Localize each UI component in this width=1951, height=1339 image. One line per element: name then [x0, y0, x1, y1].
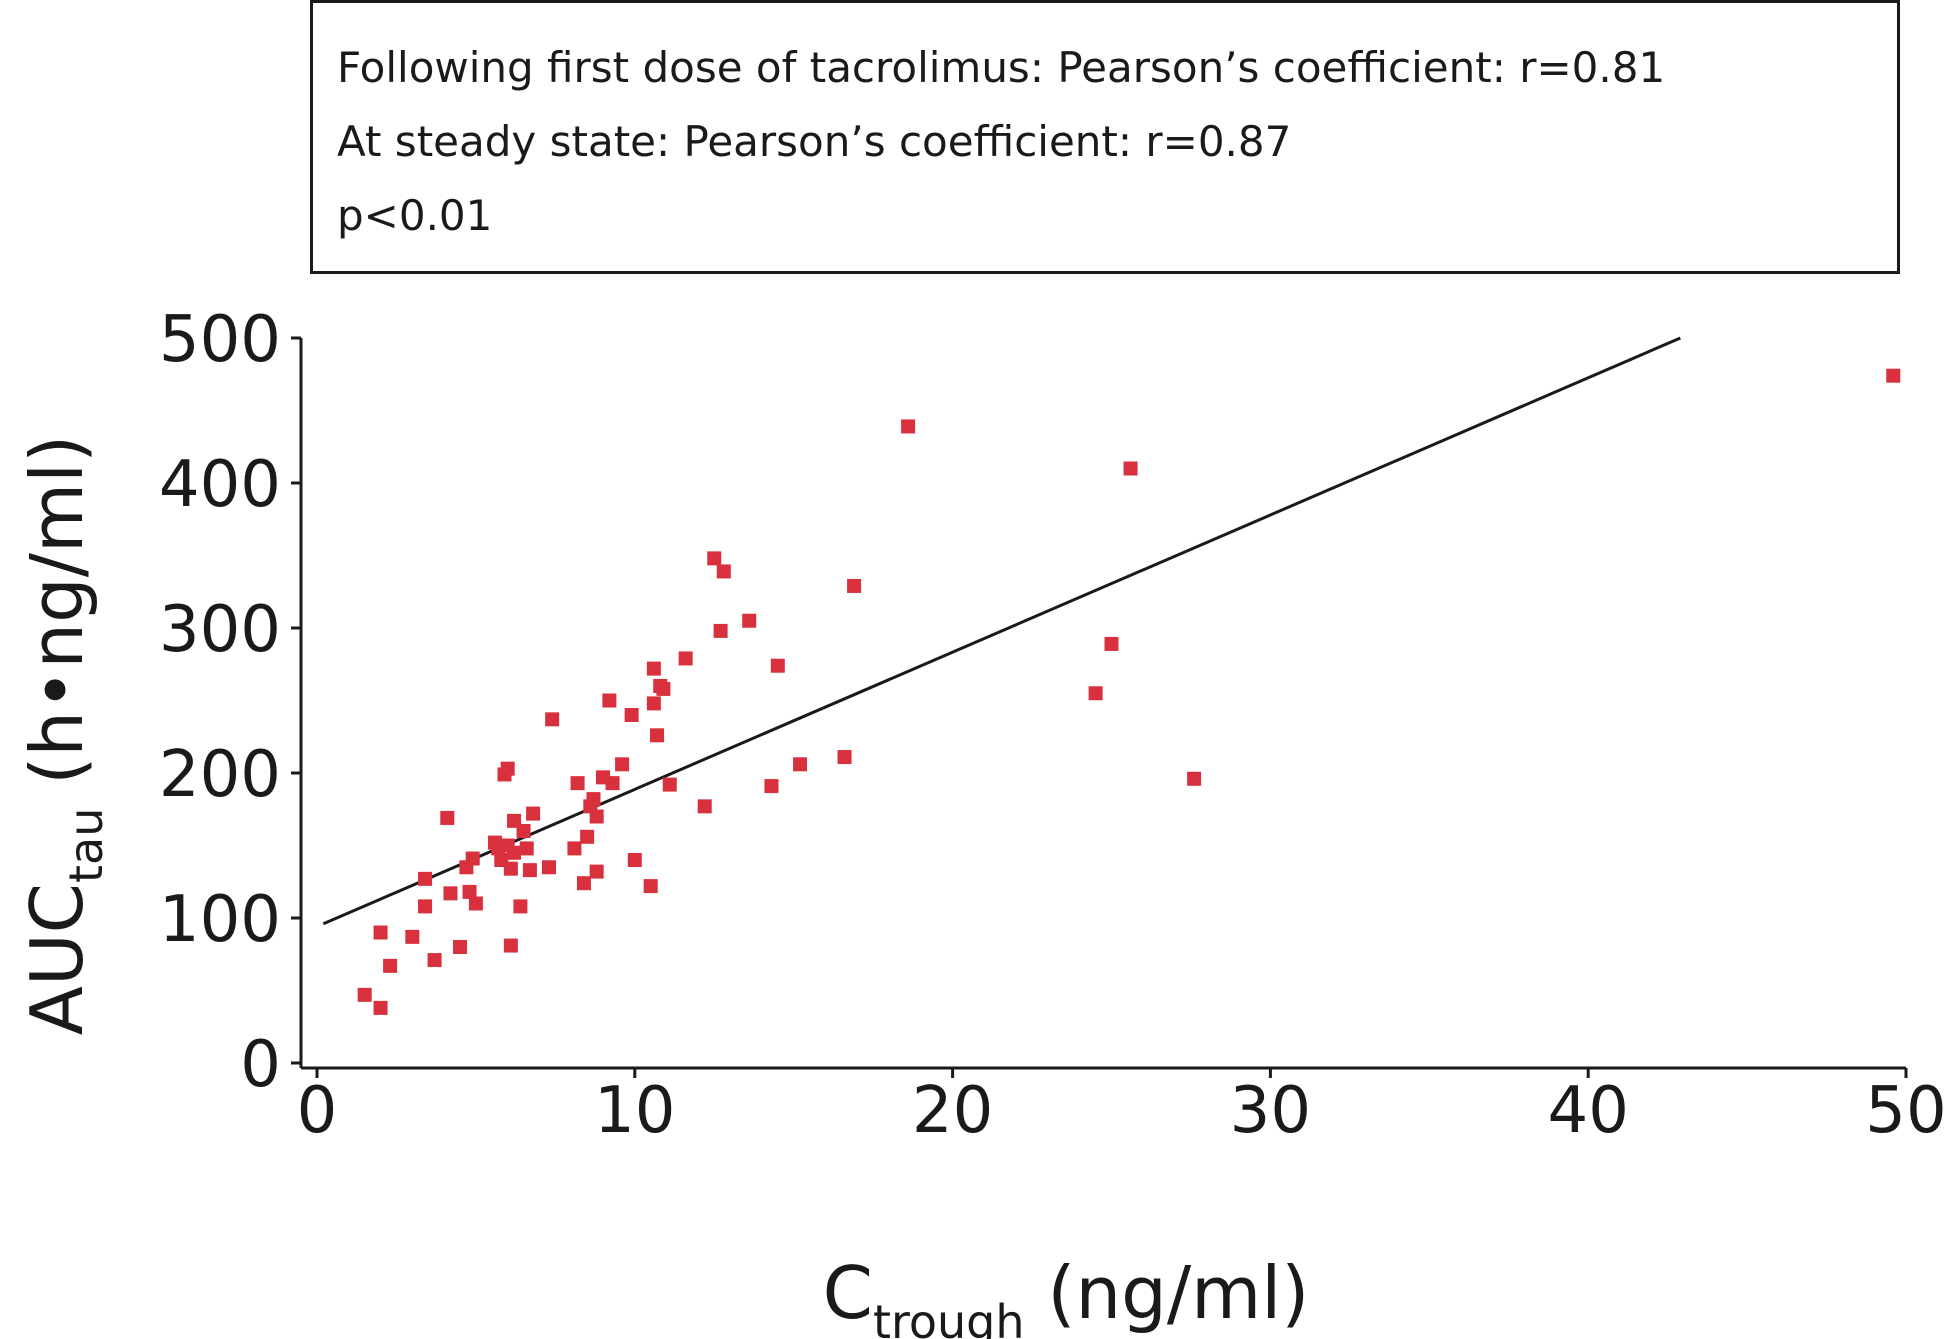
data-point: [418, 871, 433, 886]
data-point: [453, 940, 468, 954]
data-point: [383, 958, 398, 973]
data-point: [624, 708, 639, 722]
data-point: [357, 987, 372, 1002]
data-point: [586, 792, 601, 807]
data-point: [589, 809, 604, 824]
x-tick-label: 50: [1865, 1074, 1946, 1148]
annotation-line-first-dose: Following first dose of tacrolimus: Pear…: [337, 43, 1666, 92]
data-point: [650, 728, 665, 743]
data-point: [580, 829, 595, 844]
data-point: [465, 851, 480, 866]
regression-line-group: [322, 336, 1681, 926]
data-point: [519, 841, 534, 856]
data-point: [1123, 461, 1138, 476]
data-point: [576, 876, 591, 891]
data-point: [405, 929, 420, 944]
x-axis-label: Ctrough (ng/ml): [823, 1251, 1310, 1339]
data-point: [615, 757, 630, 772]
annotation-box: Following first dose of tacrolimus: Pear…: [310, 0, 1900, 274]
data-point: [526, 806, 541, 821]
data-point: [678, 651, 693, 666]
data-point: [627, 853, 642, 867]
y-tick-label: 0: [240, 1028, 281, 1102]
data-point: [545, 712, 560, 727]
data-point: [507, 845, 522, 860]
data-point: [1104, 636, 1119, 651]
data-point: [373, 925, 388, 940]
annotation-line-steady-state: At steady state: Pearson’s coefficient: …: [337, 117, 1292, 166]
x-tick-label: 30: [1230, 1074, 1311, 1148]
x-tick-label: 20: [912, 1074, 993, 1148]
data-point: [589, 864, 604, 879]
data-point: [662, 777, 677, 792]
annotation-line-p-value: p<0.01: [337, 191, 493, 240]
y-tick-label: 300: [159, 593, 281, 667]
data-point: [646, 661, 661, 676]
y-tick-label: 200: [159, 738, 281, 812]
data-point: [643, 879, 658, 894]
data-point: [901, 419, 916, 434]
y-axis-label: AUCtau (h•ng/ml): [15, 435, 113, 1036]
data-point: [503, 938, 518, 953]
data-point: [742, 613, 757, 628]
x-tick-label: 10: [594, 1074, 675, 1148]
data-point: [567, 841, 582, 856]
y-tick-label: 500: [159, 303, 281, 377]
data-point: [427, 953, 442, 968]
data-point: [1187, 771, 1202, 786]
data-point: [602, 693, 617, 708]
data-point: [707, 551, 722, 566]
data-points: [357, 368, 1901, 1015]
data-point: [646, 696, 661, 711]
data-point: [373, 1000, 388, 1015]
data-point: [713, 623, 728, 638]
y-tick-label: 100: [159, 883, 281, 957]
y-tick-label: 400: [159, 448, 281, 522]
axes: 0 100 200 300 400 500 0 10 20 30 40 50: [159, 303, 1947, 1148]
data-point: [513, 899, 528, 914]
data-point: [570, 776, 585, 791]
data-point: [764, 779, 779, 794]
data-point: [462, 884, 477, 899]
data-point: [605, 776, 620, 791]
regression-line: [322, 336, 1681, 926]
x-tick-label: 40: [1547, 1074, 1628, 1148]
data-point: [418, 899, 433, 914]
data-point: [440, 810, 455, 825]
data-point: [770, 658, 785, 673]
data-point: [522, 863, 537, 878]
data-point: [716, 564, 731, 579]
data-point: [541, 860, 556, 875]
data-point: [500, 761, 515, 776]
data-point: [1088, 686, 1103, 701]
data-point: [847, 578, 862, 593]
data-point: [837, 750, 852, 765]
data-point: [656, 681, 671, 696]
data-point: [516, 824, 531, 838]
x-tick-label: 0: [297, 1074, 338, 1148]
data-point: [468, 896, 483, 911]
data-point: [697, 799, 712, 814]
data-point: [503, 861, 518, 876]
data-point: [443, 886, 458, 901]
data-point: [1886, 368, 1901, 383]
data-point: [793, 757, 808, 772]
